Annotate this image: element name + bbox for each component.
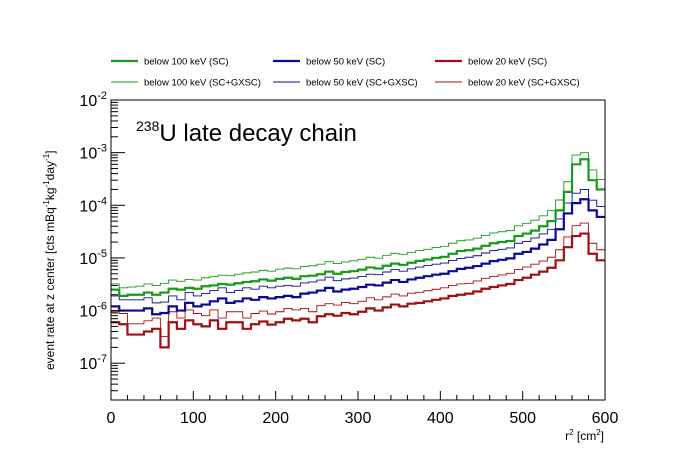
legend-label-3: below 20 keV (SC) xyxy=(468,57,547,68)
y-tick-label: 10-2 xyxy=(79,90,107,110)
series-line-4 xyxy=(111,152,605,289)
series-line-5 xyxy=(111,188,605,304)
x-tick-label: 0 xyxy=(107,410,116,427)
y-tick-label: 10-4 xyxy=(79,195,107,215)
series-layer xyxy=(111,152,605,349)
x-tick-label: 200 xyxy=(262,410,289,427)
legend-label-2: below 50 keV (SC) xyxy=(306,57,385,68)
x-tick-label: 100 xyxy=(180,410,207,427)
series-line-6 xyxy=(111,222,605,338)
axes-layer: 0 100 200 300 400 500 600 10-7 10-6 10-5 10-4 10-3 1… xyxy=(79,90,618,427)
series-line-1 xyxy=(111,158,605,297)
x-tick-label: 500 xyxy=(509,410,536,427)
x-tick-label: 300 xyxy=(345,410,372,427)
y-axis-label: event rate at z center [cts mBq-1kg-1day… xyxy=(42,150,57,370)
legend: below 100 keV (SC) below 50 keV (SC) below… xyxy=(111,57,580,89)
legend-label-6: below 20 keV (SC+GXSC) xyxy=(468,78,580,89)
y-tick-label: 10-3 xyxy=(79,143,107,163)
legend-label-1: below 100 keV (SC) xyxy=(144,57,228,68)
series-line-2 xyxy=(111,198,605,316)
x-tick-label: 400 xyxy=(427,410,454,427)
series-line-3 xyxy=(111,232,605,349)
legend-label-4: below 100 keV (SC+GXSC) xyxy=(144,78,261,89)
legend-label-5: below 50 keV (SC+GXSC) xyxy=(306,78,418,89)
chart-annotation: 238U late decay chain xyxy=(136,118,357,147)
x-tick-label: 600 xyxy=(592,410,619,427)
x-axis-label: r2 [cm2] xyxy=(565,428,604,443)
y-tick-label: 10-7 xyxy=(79,353,107,373)
y-tick-label: 10-6 xyxy=(79,301,107,321)
y-tick-label: 10-5 xyxy=(79,248,107,268)
